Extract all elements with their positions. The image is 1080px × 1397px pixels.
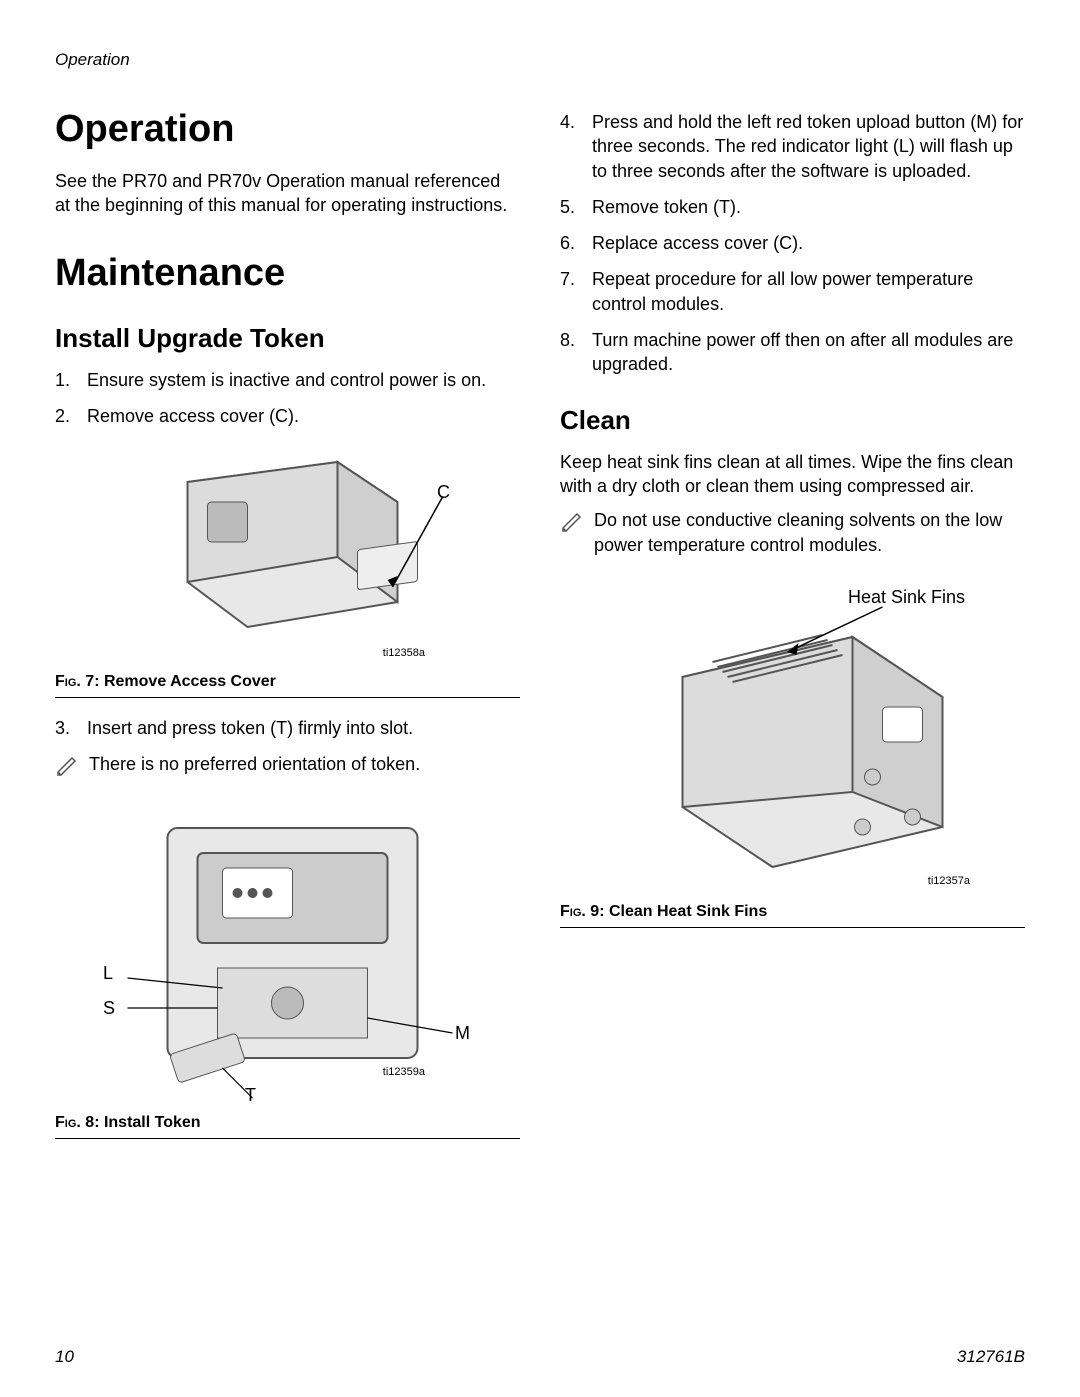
running-header: Operation xyxy=(55,50,1025,70)
operation-paragraph: See the PR70 and PR70v Operation manual … xyxy=(55,169,520,218)
figure-9: Heat Sink Fins ti12357a Fig. 9: Clean He… xyxy=(560,577,1025,928)
step-2: Remove access cover (C). xyxy=(55,404,520,428)
figure-8-caption-prefix: Fig. xyxy=(55,1114,81,1131)
install-steps-1-2: Ensure system is inactive and control po… xyxy=(55,368,520,429)
step-5: Remove token (T). xyxy=(560,195,1025,219)
step-6: Replace access cover (C). xyxy=(560,231,1025,255)
clean-paragraph: Keep heat sink fins clean at all times. … xyxy=(560,450,1025,499)
figure-8-illustration xyxy=(55,808,520,1108)
figure-9-label-fins: Heat Sink Fins xyxy=(848,587,965,608)
figure-7: C ti12358a Fig. 7: Remove Access Cover xyxy=(55,442,520,698)
figure-8-label-t: T xyxy=(245,1085,256,1106)
figure-9-caption-prefix: Fig. xyxy=(560,903,586,920)
figure-8-caption-text: 8: Install Token xyxy=(81,1114,201,1131)
note-token-orientation-text: There is no preferred orientation of tok… xyxy=(89,752,420,776)
figure-7-caption-text: 7: Remove Access Cover xyxy=(81,673,276,690)
heading-install-upgrade-token: Install Upgrade Token xyxy=(55,323,520,354)
install-steps-4-8: Press and hold the left red token upload… xyxy=(560,110,1025,377)
figure-8-label-m: M xyxy=(455,1023,470,1044)
note-clean-text: Do not use conductive cleaning solvents … xyxy=(594,508,1025,557)
figure-8-caption: Fig. 8: Install Token xyxy=(55,1114,520,1139)
step-8: Turn machine power off then on after all… xyxy=(560,328,1025,377)
figure-8-label-s: S xyxy=(103,998,115,1019)
figure-9-caption-text: 9: Clean Heat Sink Fins xyxy=(586,903,767,920)
left-column: Operation See the PR70 and PR70v Operati… xyxy=(55,100,520,1157)
step-4: Press and hold the left red token upload… xyxy=(560,110,1025,183)
figure-7-caption: Fig. 7: Remove Access Cover xyxy=(55,673,520,698)
figure-7-ti-number: ti12358a xyxy=(383,647,425,659)
figure-7-label-c: C xyxy=(437,482,450,503)
heading-clean: Clean xyxy=(560,405,1025,436)
figure-8-label-l: L xyxy=(103,963,113,984)
figure-9-caption: Fig. 9: Clean Heat Sink Fins xyxy=(560,903,1025,928)
figure-7-caption-prefix: Fig. xyxy=(55,673,81,690)
document-number: 312761B xyxy=(957,1347,1025,1367)
figure-9-ti-number: ti12357a xyxy=(928,875,970,887)
pencil-icon xyxy=(560,510,584,534)
figure-8-ti-number: ti12359a xyxy=(383,1066,425,1078)
step-3: Insert and press token (T) firmly into s… xyxy=(55,716,520,740)
two-column-layout: Operation See the PR70 and PR70v Operati… xyxy=(55,100,1025,1157)
heading-operation: Operation xyxy=(55,108,520,151)
note-clean: Do not use conductive cleaning solvents … xyxy=(560,508,1025,557)
note-token-orientation: There is no preferred orientation of tok… xyxy=(55,752,520,778)
page-number: 10 xyxy=(55,1347,74,1367)
figure-8: L S M T ti12359a Fig. 8: Install Token xyxy=(55,808,520,1139)
figure-7-illustration xyxy=(55,442,520,667)
right-column: Press and hold the left red token upload… xyxy=(560,100,1025,1157)
step-1: Ensure system is inactive and control po… xyxy=(55,368,520,392)
heading-maintenance: Maintenance xyxy=(55,252,520,295)
step-7: Repeat procedure for all low power tempe… xyxy=(560,267,1025,316)
page-footer: 10 312761B xyxy=(55,1347,1025,1367)
figure-9-illustration xyxy=(560,577,1025,897)
install-step-3: Insert and press token (T) firmly into s… xyxy=(55,716,520,740)
pencil-icon xyxy=(55,754,79,778)
